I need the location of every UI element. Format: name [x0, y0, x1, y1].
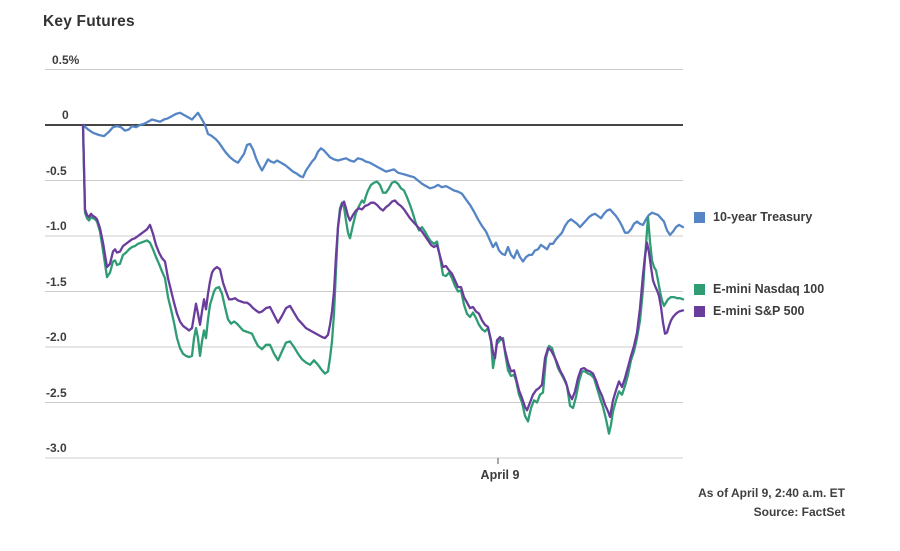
legend-item-emini-nasdaq-100: E-mini Nasdaq 100: [694, 282, 824, 296]
as-of-timestamp: As of April 9, 2:40 a.m. ET: [698, 486, 845, 500]
y-axis-tick-label: -3.0: [46, 441, 67, 455]
nasdaq-legend-swatch-icon: [694, 283, 705, 295]
y-axis-tick-label: -1.0: [46, 219, 67, 233]
legend-label: E-mini Nasdaq 100: [713, 282, 825, 296]
legend-label: 10-year Treasury: [713, 210, 813, 224]
legend-item-10-year-treasury: 10-year Treasury: [694, 210, 812, 224]
chart-title: Key Futures: [43, 13, 135, 30]
treasury-legend-swatch-icon: [694, 211, 705, 223]
y-axis-tick-label: -1.5: [46, 274, 67, 289]
y-axis-tick-label: -2.0: [46, 330, 67, 344]
source-credit: Source: FactSet: [753, 505, 845, 519]
y-axis-tick-label: -2.5: [46, 385, 67, 400]
chart-footnote: As of April 9, 2:40 a.m. ET Source: Fact…: [698, 484, 845, 522]
x-axis-label: April 9: [480, 468, 520, 482]
legend-label: E-mini S&P 500: [713, 304, 805, 318]
sp500-legend-swatch-icon: [694, 305, 705, 317]
y-axis-tick-label: 0.5%: [52, 52, 80, 67]
series-line-e-mini-s-p-500: [81, 123, 685, 419]
y-axis-tick-label: -0.5: [46, 163, 67, 178]
legend-item-emini-sp-500: E-mini S&P 500: [694, 304, 804, 318]
y-axis-tick-label: 0: [62, 108, 69, 122]
series-line-10-year-treasury: [81, 111, 685, 263]
series-line-e-mini-nasdaq-100: [81, 123, 685, 435]
